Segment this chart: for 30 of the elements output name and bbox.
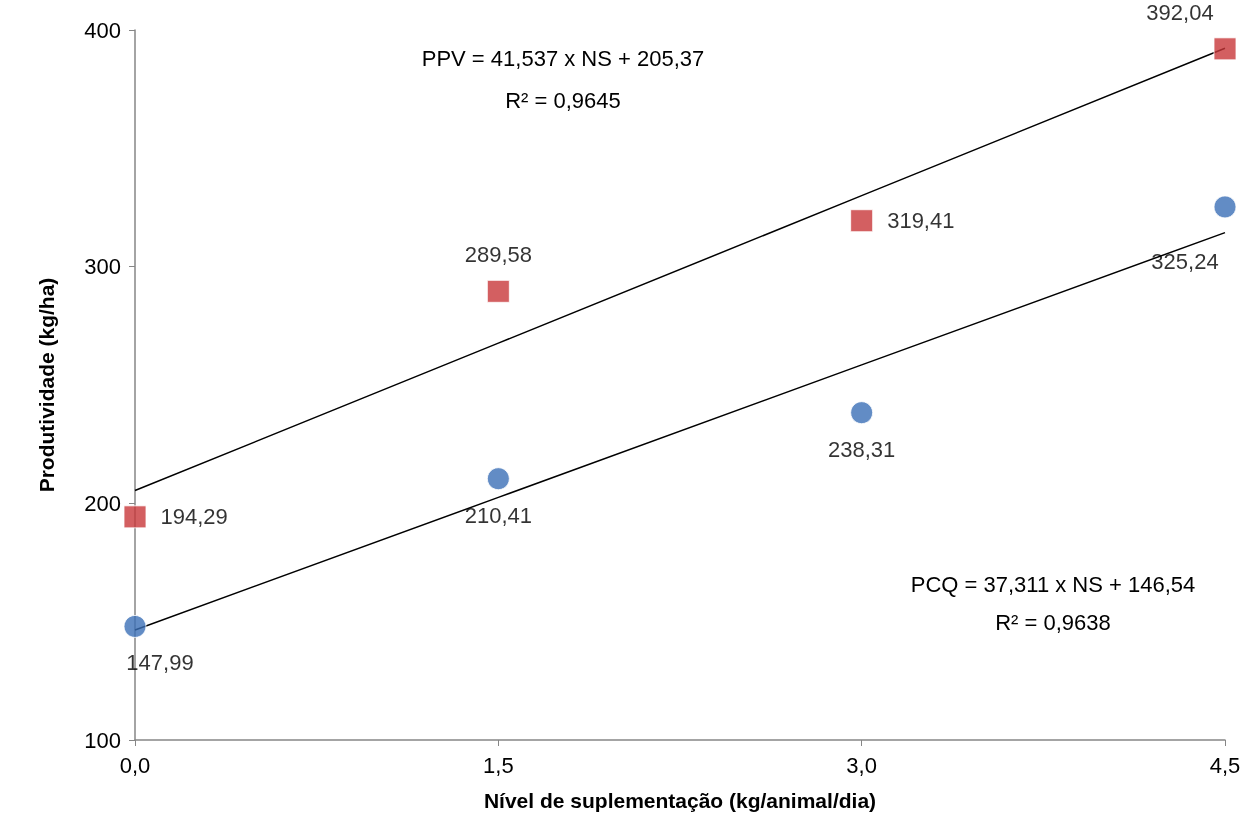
data-label: 325,24: [1151, 248, 1219, 274]
data-label: 147,99: [126, 650, 194, 676]
data-label: 210,41: [464, 502, 532, 528]
x-axis-title: Nível de suplementação (kg/animal/dia): [483, 789, 877, 812]
point: [123, 614, 147, 638]
y-tick-label: 100: [84, 727, 121, 753]
point: [850, 401, 874, 425]
x-tick-label: 0,0: [119, 752, 151, 778]
y-tick-label: 300: [84, 254, 121, 280]
data-label: 238,31: [828, 436, 896, 462]
annotation: PCQ = 37,311 x NS + 146,54: [910, 571, 1196, 597]
annotation: PPV = 41,537 x NS + 205,37: [421, 45, 705, 71]
annotation: R² = 0,9645: [505, 87, 621, 113]
y-axis-title: Produtividade (kg/ha): [35, 277, 58, 493]
point: [850, 209, 874, 233]
data-label: 194,29: [160, 504, 228, 530]
point: [123, 505, 147, 529]
annotation: R² = 0,9638: [995, 609, 1111, 635]
y-tick-label: 400: [84, 17, 121, 43]
point: [486, 279, 510, 303]
x-tick-label: 3,0: [846, 752, 877, 778]
point: [486, 467, 510, 491]
point: [1213, 195, 1237, 219]
y-tick-label: 200: [84, 490, 121, 516]
data-label: 289,58: [464, 242, 532, 268]
point: [1213, 37, 1237, 61]
data-label: 319,41: [887, 208, 955, 234]
x-tick-label: 1,5: [483, 752, 514, 778]
data-label: 392,04: [1146, 0, 1214, 25]
x-tick-label: 4,5: [1209, 752, 1241, 778]
